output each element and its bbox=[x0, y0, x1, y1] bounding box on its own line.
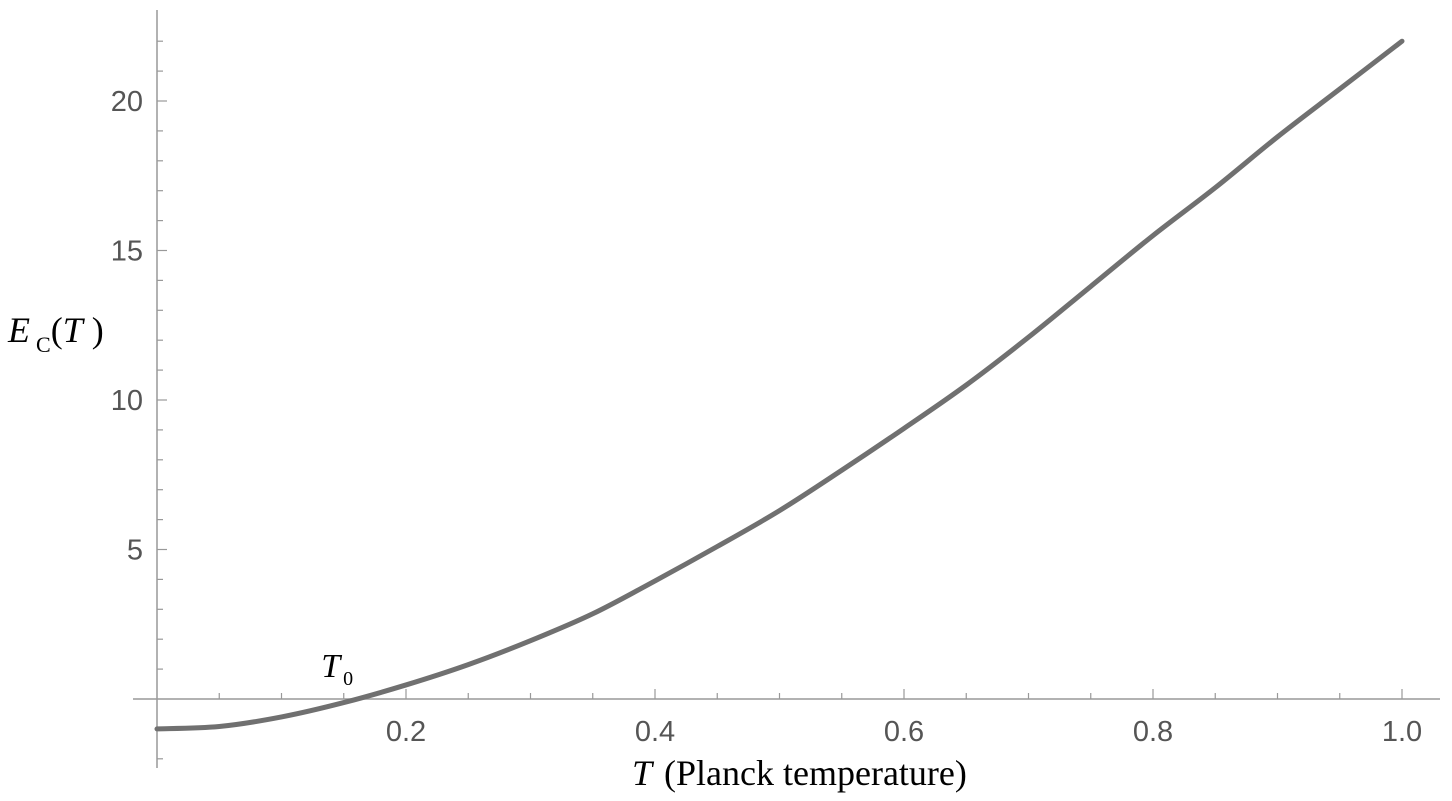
x-axis-label-text: (Planck temperature) bbox=[664, 753, 967, 793]
y-axis-label-symbol: E bbox=[7, 310, 30, 350]
y-axis-label-close: ) bbox=[83, 310, 104, 350]
x-axis-label-symbol: T bbox=[632, 753, 655, 793]
y-tick-label: 5 bbox=[127, 535, 143, 567]
y-tick-label: 10 bbox=[111, 385, 143, 417]
y-tick-label: 20 bbox=[111, 86, 143, 118]
tick-labels: 0.2 0.4 0.6 0.8 1.0 5 10 15 20 bbox=[111, 86, 1422, 748]
ticks bbox=[157, 40, 1403, 760]
x-axis-label: T (Planck temperature) bbox=[632, 753, 967, 793]
y-axis-label: E C(T ) bbox=[7, 310, 104, 357]
y-axis-label-open: ( bbox=[51, 310, 63, 350]
series-line bbox=[154, 38, 1405, 732]
x-tick-label: 0.2 bbox=[386, 716, 426, 748]
annotation-symbol: T bbox=[321, 648, 342, 685]
x-tick-label: 0.6 bbox=[884, 716, 924, 748]
x-tick-label: 0.8 bbox=[1133, 716, 1173, 748]
annotation-subscript: 0 bbox=[343, 668, 353, 690]
y-axis-label-argument: T bbox=[63, 310, 86, 350]
x-tick-label: 0.4 bbox=[635, 716, 675, 748]
y-axis-label-subscript: C bbox=[36, 332, 51, 357]
y-tick-label: 15 bbox=[111, 236, 143, 268]
x-tick-label: 1.0 bbox=[1382, 716, 1422, 748]
